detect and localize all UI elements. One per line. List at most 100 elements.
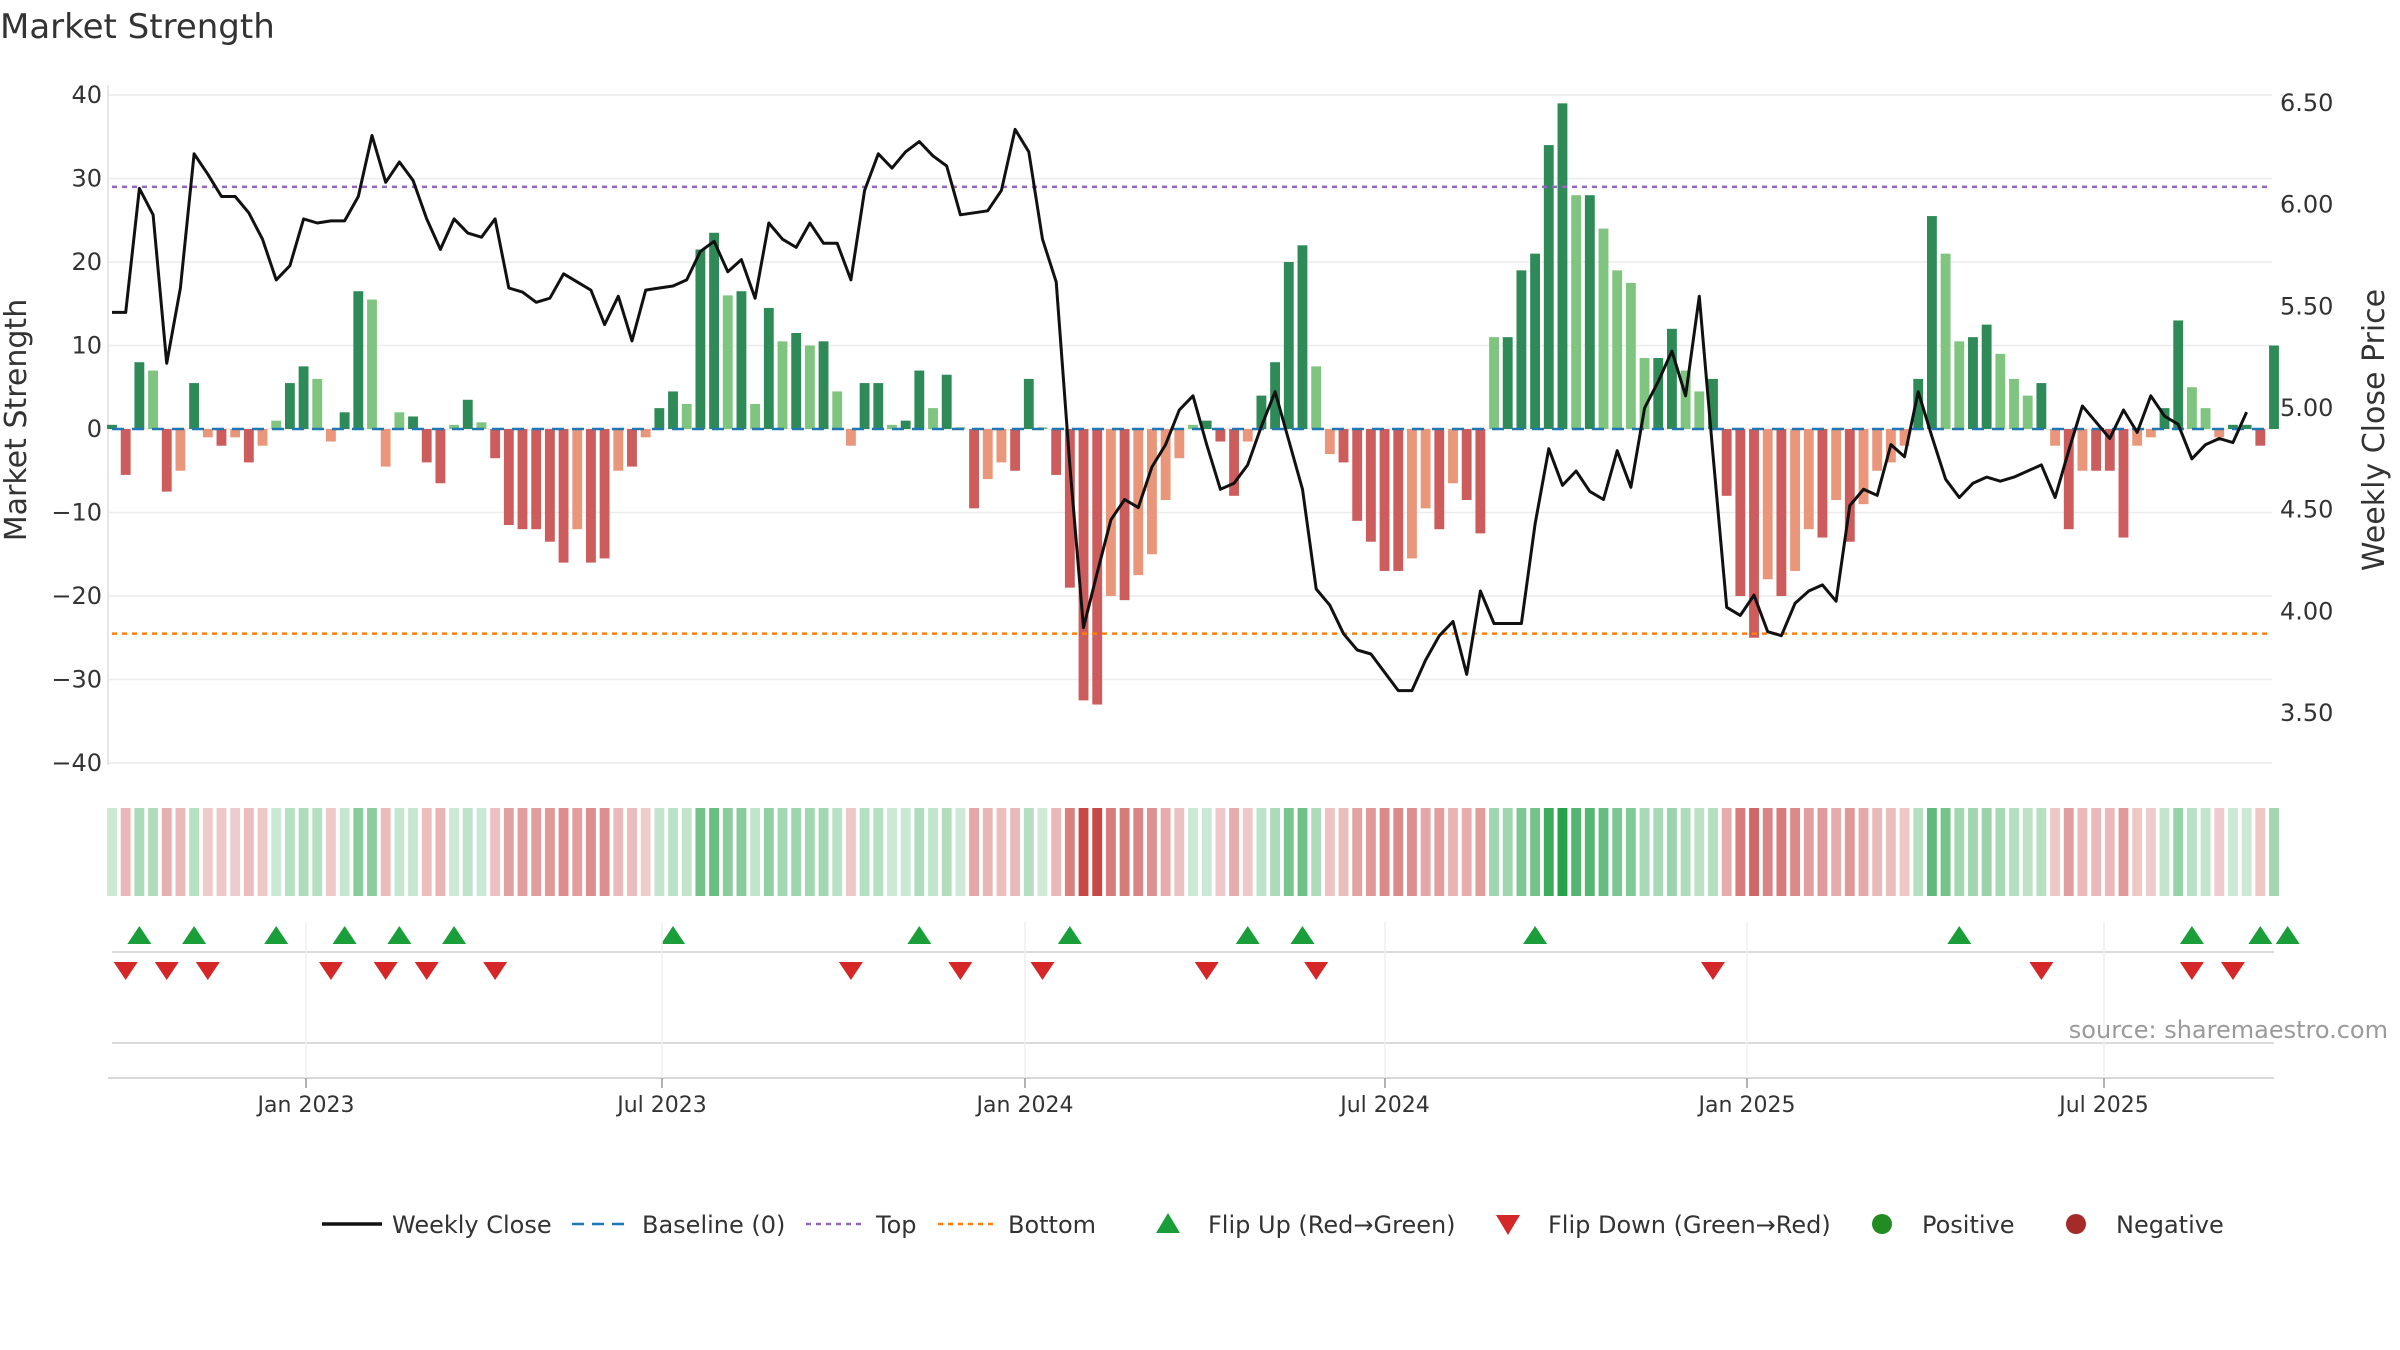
reference-lines [112, 185, 2272, 635]
heat-cell [599, 808, 610, 896]
strength-bar [1160, 429, 1171, 500]
strength-bar [1981, 324, 1992, 429]
strength-bar [804, 345, 815, 429]
strength-bar [326, 429, 336, 442]
y2-tick-label: 4.00 [2280, 597, 2333, 625]
flip-down-marker [1194, 962, 1219, 980]
strength-bar [777, 341, 788, 429]
strength-bar [1571, 195, 1582, 429]
heat-cell [298, 808, 309, 896]
flip-up-marker [442, 926, 467, 944]
heat-cell [1365, 808, 1376, 896]
heat-cell [1078, 808, 1089, 896]
legend-label: Negative [2116, 1211, 2224, 1239]
heat-cell [284, 808, 295, 896]
strength-bar [1735, 429, 1746, 596]
strength-bar [2091, 429, 2102, 471]
flip-down-marker [483, 962, 508, 980]
heat-cell [120, 808, 131, 896]
flip-down-marker [2029, 962, 2054, 980]
strength-bar [2200, 408, 2211, 429]
flip-down-marker [948, 962, 973, 980]
strength-bar [1694, 391, 1705, 429]
flip-down-marker [414, 962, 439, 980]
heat-cell [1762, 808, 1773, 896]
strength-bar [175, 429, 186, 471]
heat-cell [955, 808, 966, 896]
heat-cell [1735, 808, 1746, 896]
heat-cell [2036, 808, 2047, 896]
heat-cell [1776, 808, 1787, 896]
heat-cell [887, 808, 897, 896]
strength-heat-strip [107, 808, 2279, 896]
y2-tick-label: 6.00 [2280, 191, 2333, 219]
legend-label: Positive [1922, 1211, 2015, 1239]
strength-bar [845, 429, 856, 446]
heat-cell [1803, 808, 1814, 896]
heat-cell [1940, 808, 1951, 896]
strength-bar [1133, 429, 1144, 576]
heat-cell [1598, 808, 1609, 896]
strength-bar [1489, 337, 1499, 429]
flip-down-marker [1304, 962, 1329, 980]
strength-bar [435, 429, 446, 484]
strength-bar [107, 424, 117, 429]
strength-bar [1913, 378, 1924, 429]
weekly-close-line [112, 127, 2248, 693]
strength-bar [1215, 429, 1226, 442]
strength-bar [585, 429, 596, 563]
strength-bar [1147, 429, 1157, 555]
y-tick-label: −40 [51, 749, 102, 777]
strength-bar [2145, 429, 2156, 438]
strength-bar [1407, 429, 1417, 559]
legend-label: Flip Up (Red→Green) [1208, 1211, 1456, 1239]
strength-bar [2269, 345, 2279, 429]
strength-bar [243, 429, 254, 463]
strength-bar [1119, 429, 1130, 601]
flip-up-marker [182, 926, 207, 944]
legend-swatch [2066, 1214, 2086, 1234]
y2-tick-label: 4.50 [2280, 496, 2333, 524]
heat-cell [2104, 808, 2115, 896]
strength-bar [1666, 328, 1677, 429]
strength-bar [1365, 429, 1376, 542]
legend-label: Flip Down (Green→Red) [1548, 1211, 1831, 1239]
strength-bar [503, 429, 514, 526]
heat-cell [777, 808, 788, 896]
strength-bar [1379, 429, 1390, 571]
strength-bar [695, 249, 706, 429]
strength-bar [1256, 395, 1267, 429]
strength-bar [1598, 228, 1609, 429]
strength-bar [462, 399, 473, 429]
strength-bar [1502, 337, 1513, 429]
heat-cell [243, 808, 254, 896]
flip-markers [112, 926, 2300, 1044]
strength-bar [1530, 253, 1541, 429]
strength-bar [1023, 378, 1034, 429]
strength-bar [1749, 429, 1759, 638]
heat-cell [134, 808, 145, 896]
heat-cell [326, 808, 336, 896]
legend-swatch [1496, 1215, 1520, 1235]
strength-bar [1283, 262, 1294, 429]
strength-bar [1448, 429, 1458, 484]
heat-cell [230, 808, 241, 896]
strength-bar [599, 429, 610, 559]
strength-bar [490, 429, 501, 459]
heat-cell [1584, 808, 1595, 896]
heat-cell [681, 808, 692, 896]
heat-cell [1119, 808, 1130, 896]
heat-cell [1516, 808, 1527, 896]
x-axis: Jan 2023 Jul 2023 Jan 2024 Jul 2024 Jan 2025… [108, 922, 2274, 1118]
flip-up-marker [127, 926, 152, 944]
heat-cell [421, 808, 432, 896]
heat-cell [804, 808, 815, 896]
heat-cell [2077, 808, 2088, 896]
heat-cell [503, 808, 514, 896]
heat-cell [2132, 808, 2143, 896]
heat-cell [668, 808, 678, 896]
heat-cell [558, 808, 569, 896]
heat-cell [1749, 808, 1759, 896]
flip-up-marker [1947, 926, 1972, 944]
strength-bar [421, 429, 432, 463]
